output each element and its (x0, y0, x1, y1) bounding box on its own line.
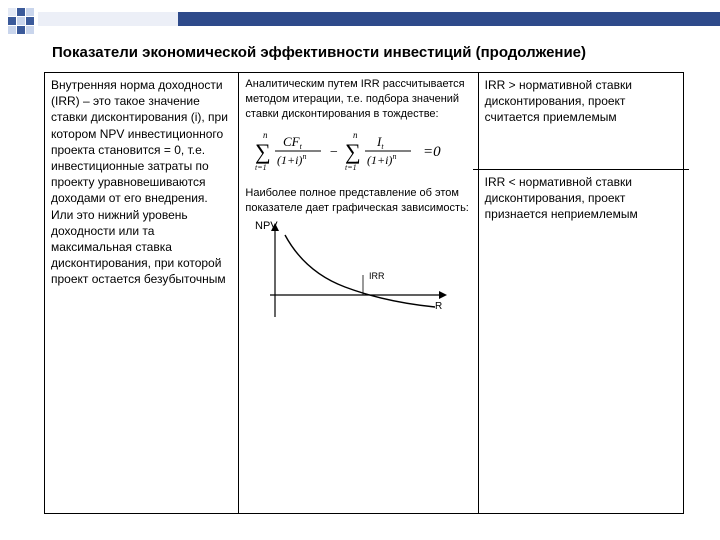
irr-formula: n ∑ t=1 CFt (1+i)n − n ∑ t=1 It (1+i)n =… (245, 126, 471, 178)
column-conditions: IRR > нормативной ставки дисконтирования… (479, 73, 683, 513)
svg-text:t=1: t=1 (255, 163, 267, 172)
svg-text:−: − (329, 145, 338, 160)
analytical-text: Аналитическим путем IRR рассчитывается м… (245, 77, 471, 122)
npv-chart: NPV R IRR (255, 217, 455, 337)
svg-text:∑: ∑ (345, 139, 361, 164)
svg-text:t=1: t=1 (345, 163, 357, 172)
condition-acceptable: IRR > нормативной ставки дисконтирования… (479, 73, 683, 169)
svg-text:It: It (376, 134, 384, 151)
svg-text:∑: ∑ (255, 139, 271, 164)
svg-text:(1+i)n: (1+i)n (367, 152, 396, 167)
top-bar-decoration (38, 12, 720, 26)
definition-text: Внутренняя норма доходности (IRR) – это … (51, 77, 232, 287)
svg-text:IRR: IRR (369, 271, 385, 281)
svg-text:NPV: NPV (255, 220, 278, 232)
svg-text:=0: =0 (423, 144, 441, 160)
content-table: Внутренняя норма доходности (IRR) – это … (44, 72, 684, 514)
column-definition: Внутренняя норма доходности (IRR) – это … (45, 73, 239, 513)
svg-text:CFt: CFt (283, 134, 303, 151)
graphical-text: Наиболее полное представление об этом по… (245, 186, 471, 216)
corner-decoration (8, 8, 34, 34)
svg-text:R: R (435, 301, 442, 312)
column-formula-chart: Аналитическим путем IRR рассчитывается м… (239, 73, 478, 513)
condition-unacceptable: IRR < нормативной ставки дисконтирования… (479, 170, 683, 227)
svg-text:(1+i)n: (1+i)n (277, 152, 306, 167)
slide-title: Показатели экономической эффективности и… (52, 44, 712, 61)
